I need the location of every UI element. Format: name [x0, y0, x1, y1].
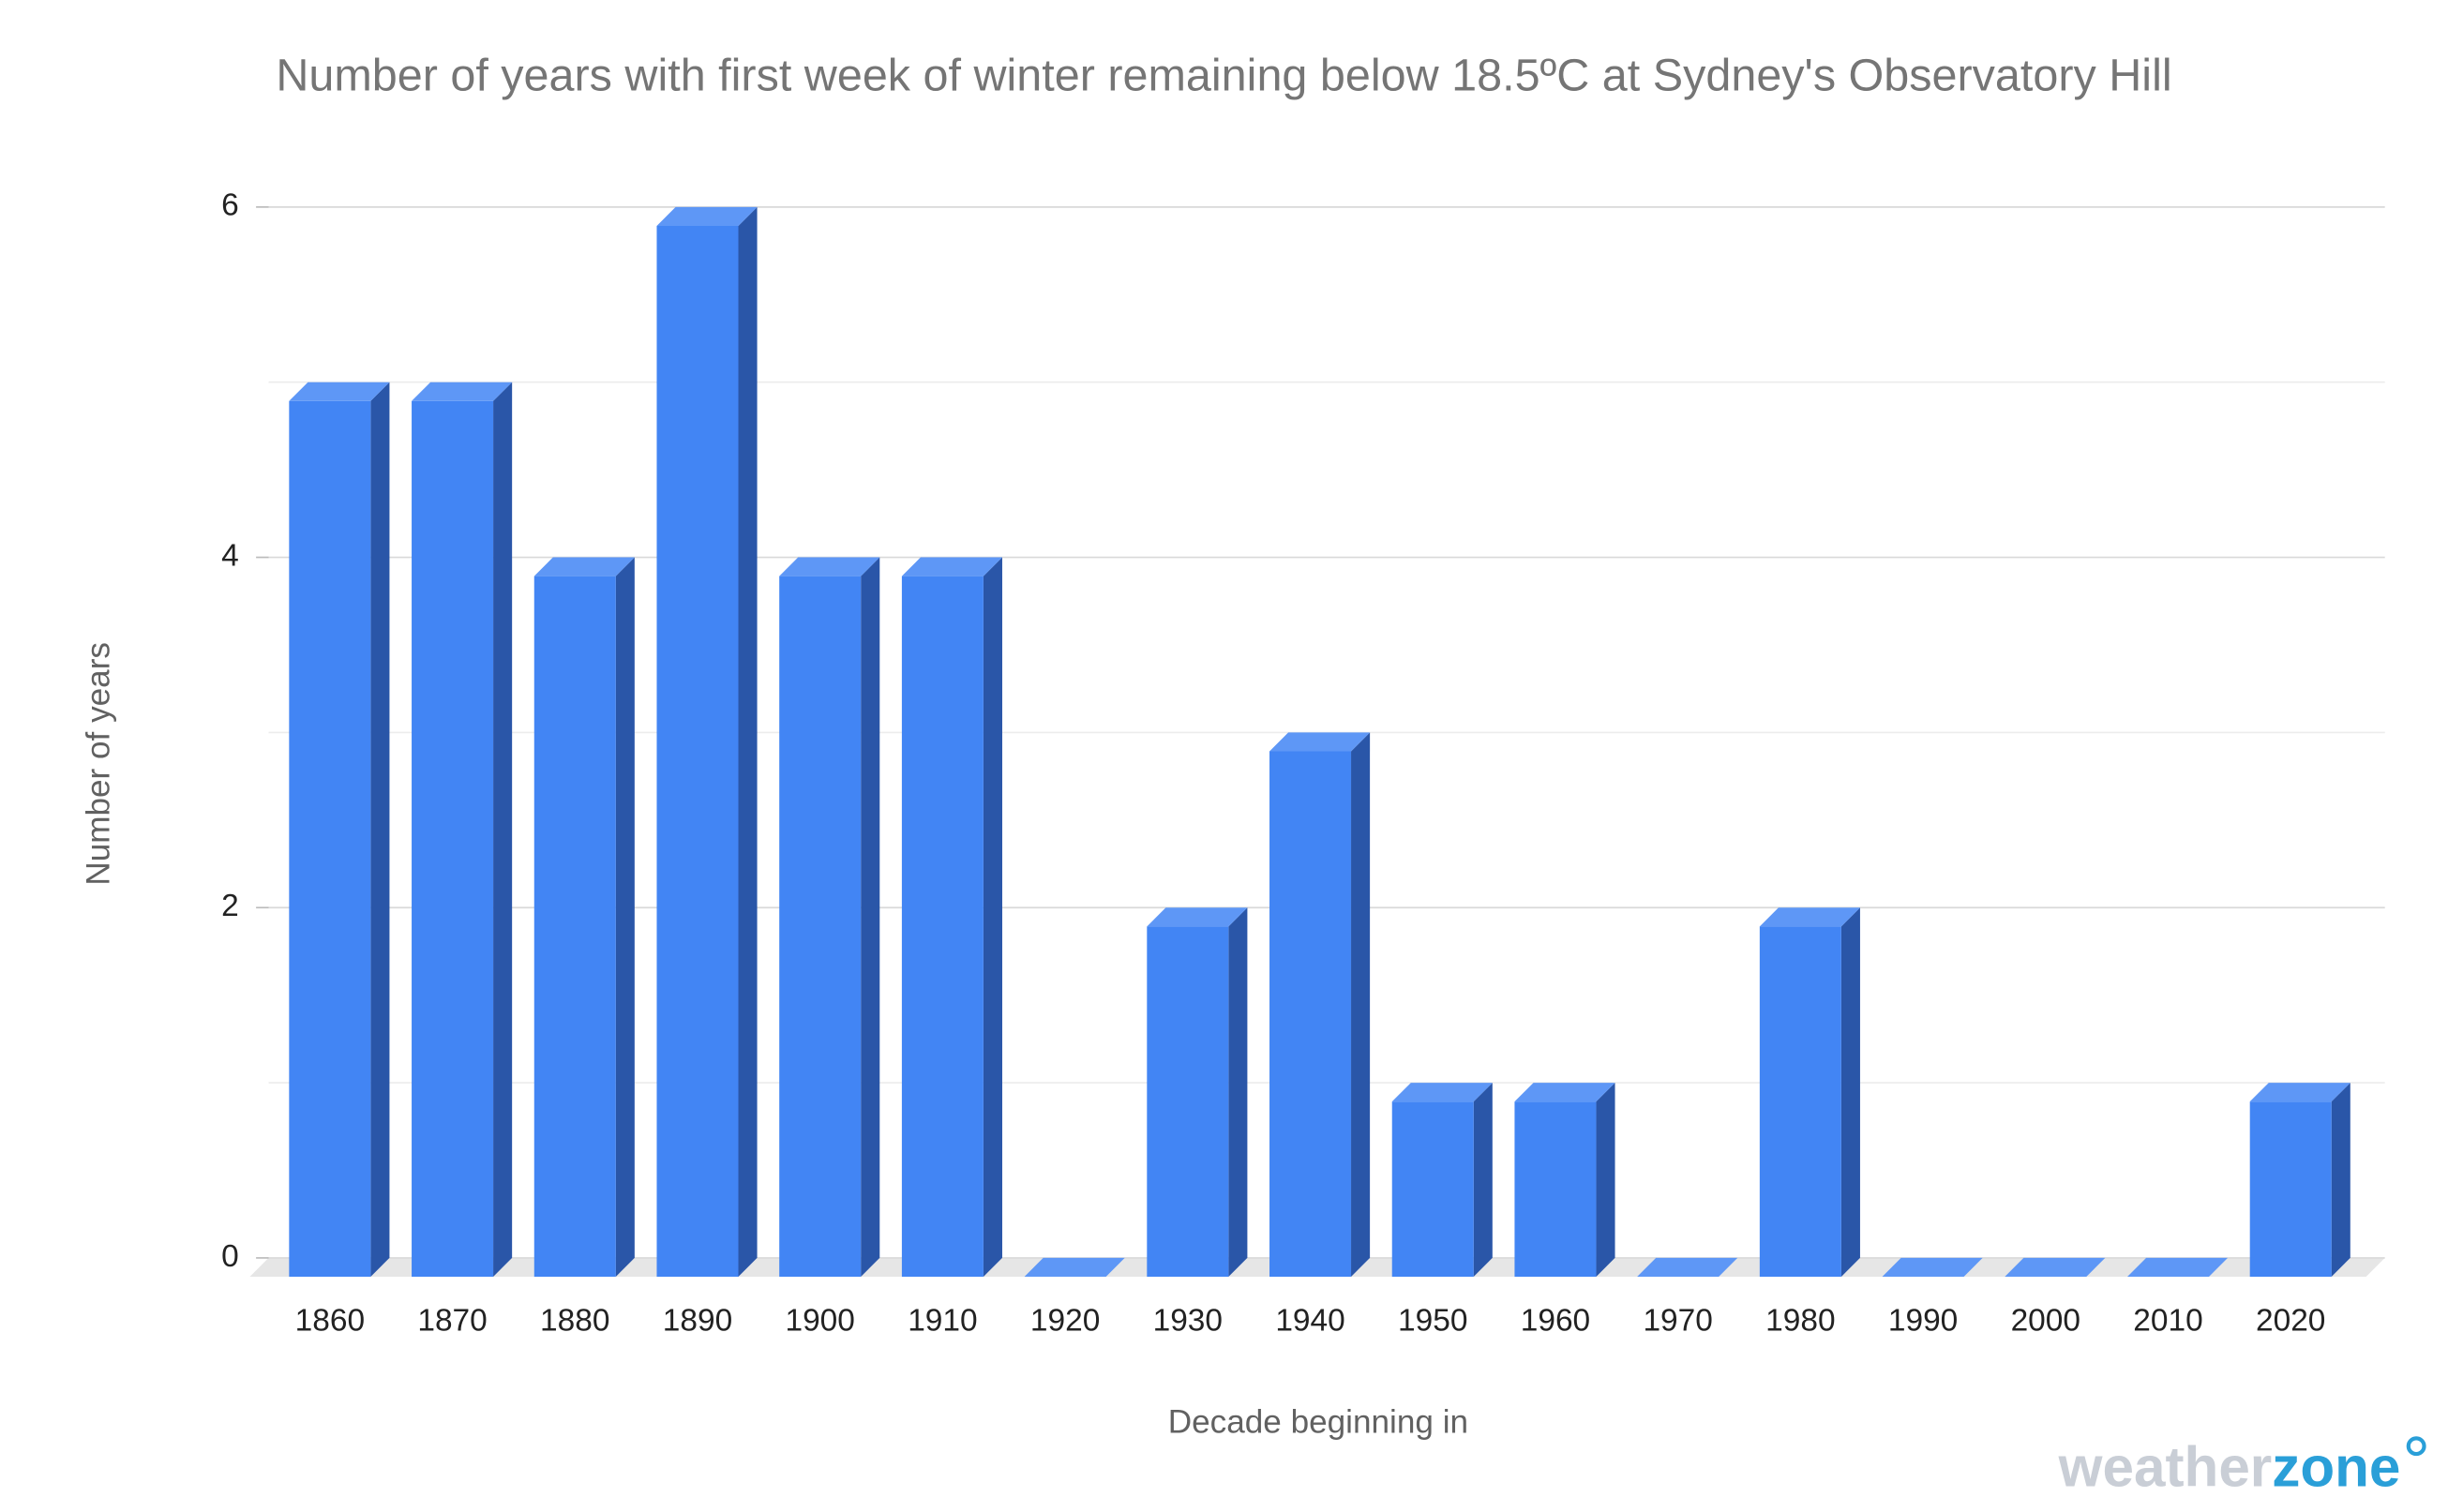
x-tick-label: 1960	[1521, 1303, 1590, 1338]
bar-top	[1024, 1257, 1125, 1278]
bar-top	[2249, 1083, 2350, 1102]
bar	[901, 576, 984, 1278]
bar-side	[493, 382, 513, 1278]
bar-top	[1147, 907, 1248, 927]
x-tick-label: 1990	[1888, 1303, 1958, 1338]
bar-top	[1637, 1257, 1738, 1278]
bar-top	[2005, 1257, 2106, 1278]
bar	[533, 576, 616, 1278]
watermark-part: weather	[2058, 1434, 2273, 1498]
bar-side	[1473, 1083, 1493, 1278]
watermark-part: zone	[2272, 1434, 2400, 1498]
y-tick-label: 2	[221, 889, 239, 923]
x-axis-title: Decade beginning in	[1168, 1404, 1468, 1441]
bar-side	[861, 557, 880, 1278]
bar-side	[1228, 907, 1248, 1278]
x-tick-label: 1950	[1398, 1303, 1467, 1338]
x-tick-label: 1860	[295, 1303, 365, 1338]
bar-top	[1391, 1083, 1493, 1102]
x-tick-label: 1980	[1765, 1303, 1835, 1338]
x-tick-label: 1930	[1153, 1303, 1223, 1338]
x-tick-label: 1900	[785, 1303, 854, 1338]
bar	[1269, 751, 1352, 1278]
bar-top	[1759, 907, 1860, 927]
x-tick-label: 2010	[2133, 1303, 2202, 1338]
bar-side	[1596, 1083, 1615, 1278]
bar-side	[615, 557, 635, 1278]
bar	[289, 400, 371, 1278]
bar-top	[1269, 732, 1371, 752]
bar-top	[1514, 1083, 1615, 1102]
bar-side	[2331, 1083, 2350, 1278]
x-tick-label: 1970	[1643, 1303, 1712, 1338]
bar	[779, 576, 862, 1278]
bar-top	[289, 382, 390, 401]
bar-side	[1840, 907, 1860, 1278]
x-tick-label: 1920	[1030, 1303, 1100, 1338]
y-tick-label: 0	[221, 1239, 239, 1274]
bar	[656, 225, 739, 1278]
x-tick-label: 1910	[908, 1303, 977, 1338]
bar	[1514, 1101, 1597, 1278]
x-tick-label: 2000	[2011, 1303, 2080, 1338]
bar-top	[533, 557, 635, 576]
bar-side	[370, 382, 390, 1278]
bar-top	[1882, 1257, 1983, 1278]
x-tick-label: 1940	[1275, 1303, 1344, 1338]
chart-title: Number of years with first week of winte…	[276, 50, 2171, 100]
bar-side	[738, 206, 758, 1278]
bar-top	[2126, 1257, 2229, 1278]
bar	[1147, 926, 1229, 1278]
x-tick-label: 1890	[663, 1303, 732, 1338]
bar-top	[412, 382, 513, 401]
bar-side	[1351, 732, 1371, 1278]
x-tick-label: 1880	[540, 1303, 609, 1338]
bar-top	[779, 557, 880, 576]
bar	[412, 400, 494, 1278]
bar	[1759, 926, 1841, 1278]
y-tick-label: 6	[221, 188, 239, 223]
bar	[2249, 1101, 2332, 1278]
watermark-degree	[2406, 1436, 2426, 1457]
y-axis-title: Number of years	[81, 642, 117, 886]
y-tick-label: 4	[221, 538, 239, 573]
x-tick-label: 1870	[417, 1303, 487, 1338]
bar-side	[983, 557, 1002, 1278]
bar-top	[901, 557, 1002, 576]
watermark: weatherzone	[2058, 1434, 2401, 1498]
bar	[1391, 1101, 1474, 1278]
bar-top	[656, 206, 758, 226]
x-tick-label: 2020	[2256, 1303, 2325, 1338]
